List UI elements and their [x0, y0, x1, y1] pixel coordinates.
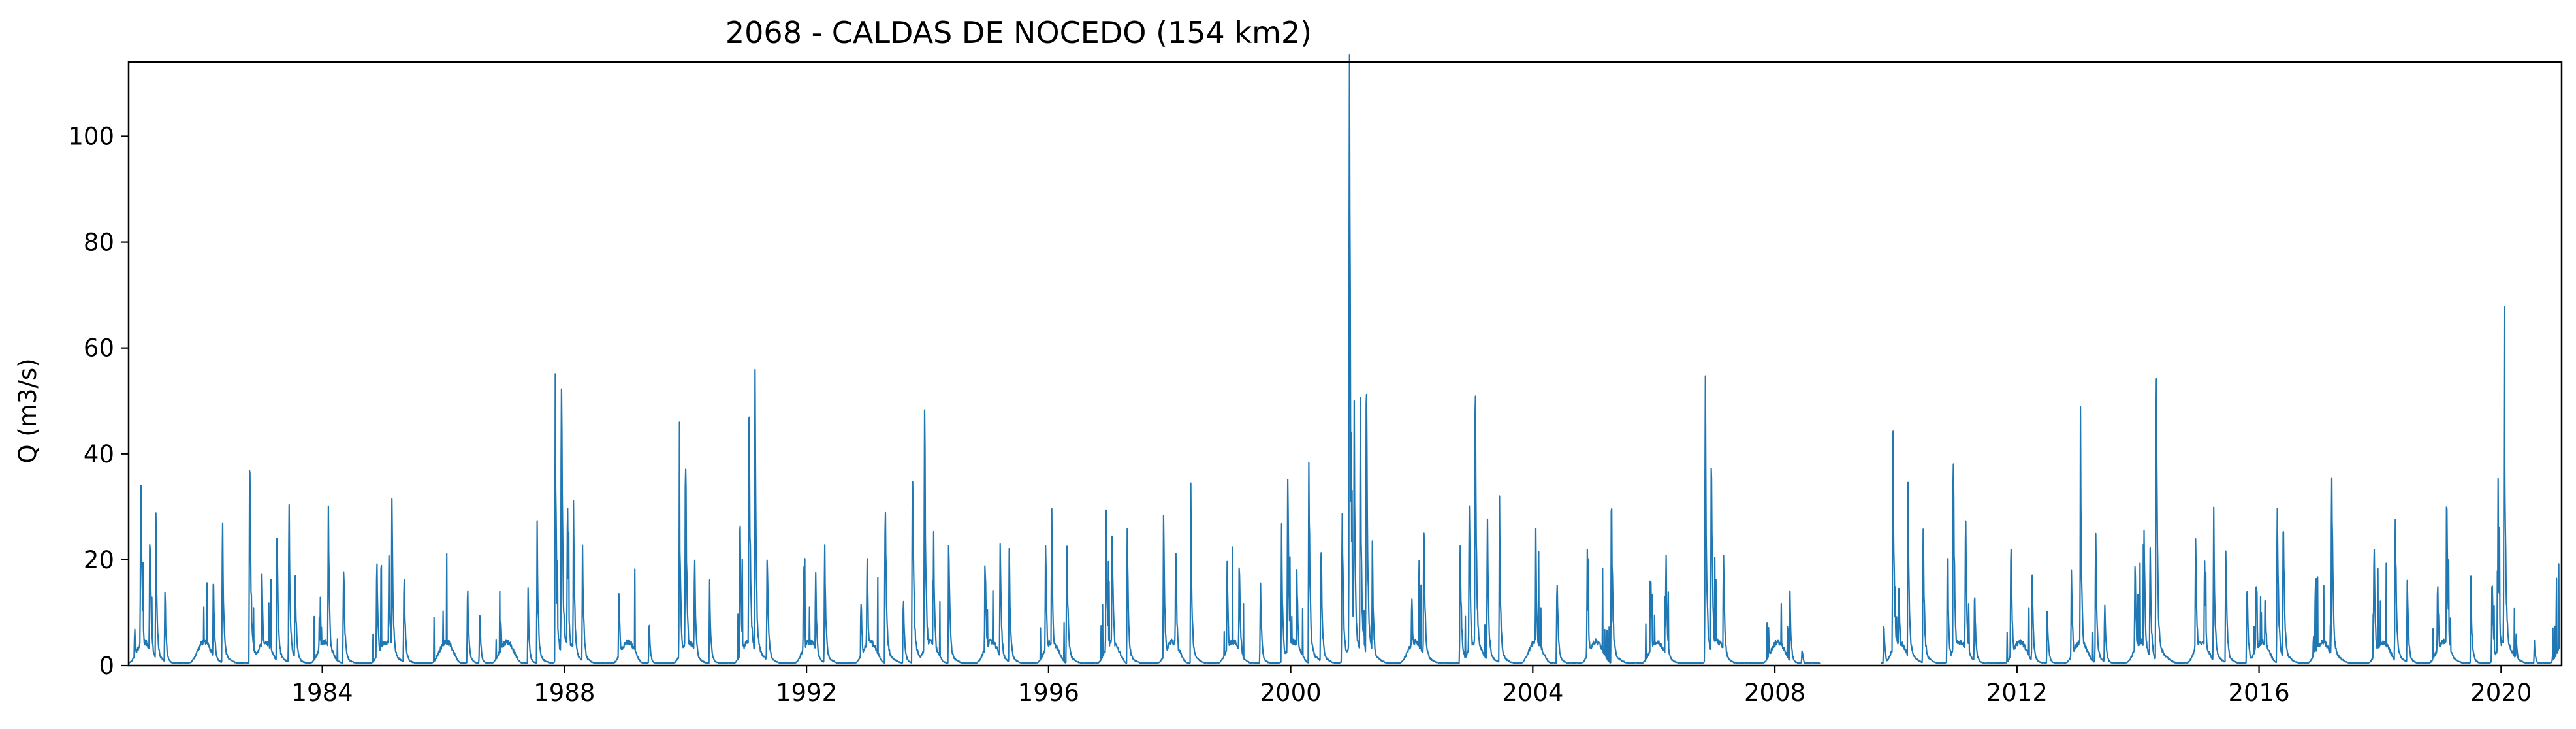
x-tick-label-2000: 2000 — [1260, 679, 1321, 707]
x-tick-label-2004: 2004 — [1502, 679, 1563, 707]
x-tick-label-2020: 2020 — [2470, 679, 2532, 707]
x-tick-label-1996: 1996 — [1018, 679, 1079, 707]
flow-series-segment-2 — [1880, 306, 2560, 664]
x-tick-label-1992: 1992 — [776, 679, 837, 707]
y-tick-label-40: 40 — [84, 440, 114, 468]
y-tick-label-60: 60 — [84, 334, 114, 363]
x-tick-label-2012: 2012 — [1986, 679, 2048, 707]
plot-area — [128, 54, 2560, 664]
x-tick-label-1984: 1984 — [292, 679, 353, 707]
flow-series-segment-1 — [128, 54, 1821, 664]
y-tick-label-100: 100 — [68, 122, 114, 150]
y-axis-label: Q (m3/s) — [14, 358, 42, 463]
x-tick-label-2016: 2016 — [2228, 679, 2289, 707]
y-tick-label-20: 20 — [84, 546, 114, 574]
y-tick-label-0: 0 — [99, 652, 114, 680]
x-tick-label-1988: 1988 — [533, 679, 595, 707]
axes: 0 20 40 60 80 100 1984 1988 1992 1996 2000 2004 2008… — [68, 61, 2563, 707]
axes-frame — [127, 61, 2563, 667]
chart-title: 2068 - CALDAS DE NOCEDO (154 km2) — [725, 15, 1312, 50]
x-tick-label-2008: 2008 — [1744, 679, 1805, 707]
y-tick-label-80: 80 — [84, 229, 114, 257]
